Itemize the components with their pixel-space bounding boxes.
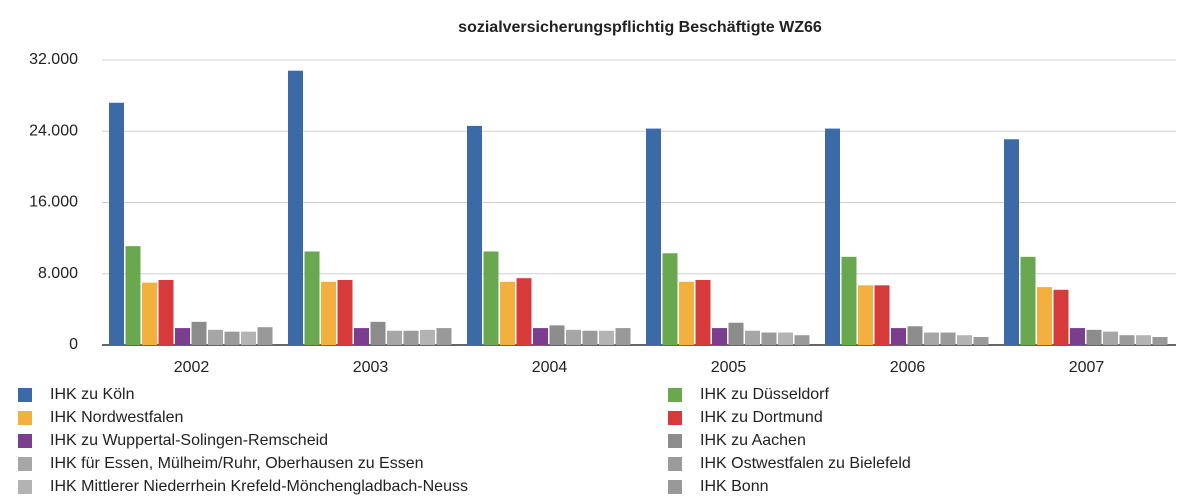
bar xyxy=(420,329,435,345)
bar xyxy=(778,332,793,345)
legend-label: IHK zu Köln xyxy=(50,386,134,403)
bar xyxy=(436,328,452,345)
bar xyxy=(957,335,972,345)
bar xyxy=(1086,329,1102,345)
bar xyxy=(191,321,207,345)
legend-swatch xyxy=(668,457,682,471)
bar xyxy=(241,331,256,345)
bar xyxy=(109,102,124,345)
legend-swatch xyxy=(18,480,32,494)
bar xyxy=(175,328,190,345)
legend-label: IHK zu Dortmund xyxy=(700,409,823,426)
bar xyxy=(1119,335,1135,345)
bar xyxy=(924,332,939,345)
x-tick-label: 2006 xyxy=(890,359,926,376)
legend-label: IHK Mittlerer Niederrhein Krefeld-Mönche… xyxy=(50,478,468,495)
legend-label: IHK zu Düsseldorf xyxy=(700,386,829,403)
legend-swatch xyxy=(668,388,682,402)
bar xyxy=(321,281,336,345)
bar xyxy=(387,330,402,345)
bar xyxy=(354,328,369,345)
legend-label: IHK Bonn xyxy=(700,478,768,495)
bar xyxy=(1020,256,1036,345)
chart-title: sozialversicherungspflichtig Beschäftigt… xyxy=(458,19,822,36)
bar xyxy=(728,322,744,345)
bar xyxy=(516,278,532,345)
legend-swatch xyxy=(18,388,32,402)
bar xyxy=(370,321,386,345)
bar xyxy=(662,253,678,345)
bar xyxy=(1004,139,1019,345)
bar xyxy=(973,336,989,345)
bar xyxy=(549,325,565,345)
bar xyxy=(257,327,273,345)
bar xyxy=(337,279,353,345)
bar xyxy=(615,328,631,345)
legend-swatch xyxy=(18,434,32,448)
legend-label: IHK zu Aachen xyxy=(700,432,806,449)
bar xyxy=(1070,328,1085,345)
legend-swatch xyxy=(18,411,32,425)
bar xyxy=(874,285,890,345)
bar xyxy=(695,279,711,345)
x-tick-label: 2005 xyxy=(711,359,747,376)
bar xyxy=(761,332,777,345)
x-tick-label: 2004 xyxy=(532,359,568,376)
bar xyxy=(745,330,760,345)
x-tick-label: 2007 xyxy=(1069,359,1105,376)
bar xyxy=(794,335,810,345)
bar xyxy=(304,251,320,345)
legend-label: IHK für Essen, Mülheim/Ruhr, Oberhausen … xyxy=(50,455,424,472)
bar xyxy=(646,128,661,345)
bar xyxy=(712,328,727,345)
legend-swatch xyxy=(668,480,682,494)
bar xyxy=(467,125,482,345)
x-tick-label: 2002 xyxy=(174,359,210,376)
bar xyxy=(224,331,240,345)
x-tick-label: 2003 xyxy=(353,359,389,376)
bar xyxy=(599,330,614,345)
bar xyxy=(1136,335,1151,345)
bar xyxy=(566,329,581,345)
bar xyxy=(679,281,694,345)
bar xyxy=(483,251,499,345)
bar xyxy=(1053,289,1069,345)
y-tick-label: 8.000 xyxy=(38,265,78,282)
bar xyxy=(825,128,840,345)
bar xyxy=(158,279,174,345)
bar xyxy=(582,330,598,345)
bar xyxy=(208,329,223,345)
bar xyxy=(288,70,303,345)
legend-swatch xyxy=(18,457,32,471)
bar xyxy=(940,332,956,345)
bar xyxy=(907,326,923,345)
y-tick-label: 32.000 xyxy=(29,51,78,68)
y-tick-label: 24.000 xyxy=(29,122,78,139)
bar xyxy=(1037,287,1052,345)
bar xyxy=(533,328,548,345)
bar xyxy=(125,246,141,345)
y-tick-label: 16.000 xyxy=(29,194,78,211)
legend-label: IHK zu Wuppertal-Solingen-Remscheid xyxy=(50,432,328,449)
bar xyxy=(841,256,857,345)
legend-label: IHK Ostwestfalen zu Bielefeld xyxy=(700,455,911,472)
bar xyxy=(403,330,419,345)
bar xyxy=(858,285,873,345)
bar xyxy=(1103,331,1118,345)
bar xyxy=(1152,336,1168,345)
legend-label: IHK Nordwestfalen xyxy=(50,409,183,426)
legend-swatch xyxy=(668,434,682,448)
bar xyxy=(891,328,906,345)
y-tick-label: 0 xyxy=(69,336,78,353)
bar xyxy=(142,282,157,345)
legend-swatch xyxy=(668,411,682,425)
bar xyxy=(500,281,515,345)
